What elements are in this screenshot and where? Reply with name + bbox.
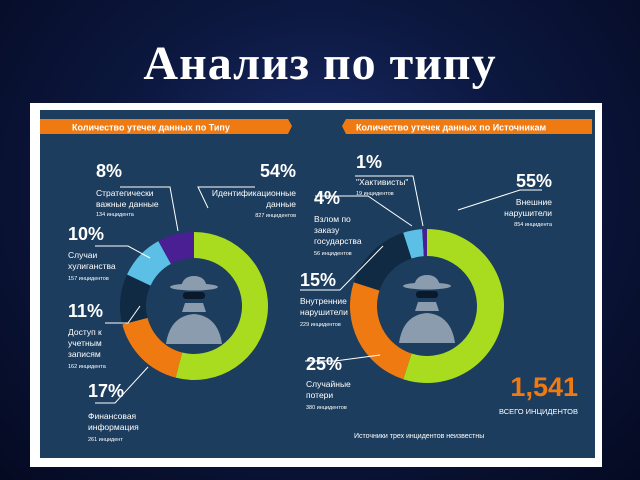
label-identification: 54% Идентификационные данные 827 инциден… [212,161,296,219]
label-hacktivists: 1% "Хактивисты" 19 инцидентов [356,152,408,197]
svg-text:государства: государства [314,236,362,246]
label-strategic: 8% Стратегически важные данные 134 инцид… [96,161,159,218]
label-hooligan: 10% Случаи хулиганства 157 инцидентов [68,224,116,282]
svg-text:информация: информация [88,422,139,432]
svg-text:15%: 15% [300,270,336,290]
svg-text:56 инцидентов: 56 инцидентов [314,251,352,257]
svg-text:Доступ к: Доступ к [68,327,102,337]
svg-text:1%: 1% [356,152,382,172]
svg-text:54%: 54% [260,161,296,181]
donut-left-segment-1 [122,317,183,378]
donut-left-segment-4 [158,232,194,264]
svg-text:8%: 8% [96,161,122,181]
label-accidental: 25% Случайные потери 380 инцидентов [306,354,351,411]
label-account: 11% Доступ к учетным записям 162 инциден… [68,301,107,370]
donut-left-segment-2 [120,274,151,325]
svg-text:Случайные: Случайные [306,379,351,389]
right-header-ribbon [342,119,592,134]
svg-text:нарушители: нарушители [504,208,552,218]
svg-text:заказу: заказу [314,225,340,235]
svg-text:229 инцидентов: 229 инцидентов [300,322,341,328]
svg-text:380 инцидентов: 380 инцидентов [306,405,347,411]
total-value: 1,541 [510,372,578,402]
svg-text:261 инцидент: 261 инцидент [88,437,123,443]
donut-right-segment-0 [403,229,504,383]
donut-left-segment-0 [175,232,269,380]
svg-text:Внешние: Внешние [516,197,552,207]
svg-text:"Хактивисты": "Хактивисты" [356,177,408,187]
label-external: 55% Внешние нарушители 854 инцидента [504,171,553,228]
label-state: 4% Взлом по заказу государства 56 инциде… [314,188,362,257]
donut-right [350,229,504,383]
svg-text:важные данные: важные данные [96,199,159,209]
svg-text:854 инцидента: 854 инцидента [514,222,553,228]
svg-text:157 инцидентов: 157 инцидентов [68,276,109,282]
svg-text:Финансовая: Финансовая [88,411,137,421]
total-label: ВСЕГО ИНЦИДЕНТОВ [499,407,578,416]
svg-text:134 инцидента: 134 инцидента [96,212,135,218]
svg-text:Идентификационные: Идентификационные [212,188,296,198]
svg-text:Стратегически: Стратегически [96,188,154,198]
slide-title: Анализ по типу [143,37,497,90]
spy-icon [399,275,455,343]
right-header: Количество утечек данных по Источникам [356,123,546,133]
svg-text:хулиганства: хулиганства [68,261,116,271]
svg-text:записям: записям [68,349,101,359]
donut-right-segment-3 [403,229,424,259]
donut-left [120,232,269,380]
svg-text:17%: 17% [88,381,124,401]
svg-text:потери: потери [306,390,333,400]
svg-text:55%: 55% [516,171,552,191]
left-header-ribbon [40,119,292,134]
svg-text:Взлом по: Взлом по [314,214,351,224]
left-header: Количество утечек данных по Типу [72,123,230,133]
svg-text:Случаи: Случаи [68,250,98,260]
svg-text:19 инцидентов: 19 инцидентов [356,191,394,197]
footnote: Источники трех инцидентов неизвестны [354,433,484,440]
donut-right-segment-1 [350,282,412,380]
spy-icon [166,276,222,344]
svg-text:учетным: учетным [68,338,102,348]
donut-right-segment-2 [353,232,412,291]
svg-text:10%: 10% [68,224,104,244]
svg-text:нарушители: нарушители [300,307,348,317]
label-internal: 15% Внутренние нарушители 229 инцидентов [300,270,348,328]
svg-text:4%: 4% [314,188,340,208]
svg-text:11%: 11% [68,301,103,321]
leader-lines [95,175,542,404]
donut-left-segment-3 [127,241,171,286]
svg-text:25%: 25% [306,354,342,374]
svg-text:данные: данные [266,199,296,209]
label-financial: 17% Финансовая информация 261 инцидент [88,381,139,443]
svg-text:162 инцидента: 162 инцидента [68,364,107,370]
svg-text:Внутренние: Внутренние [300,296,347,306]
svg-text:827 инцидентов: 827 инцидентов [255,213,296,219]
donut-right-segment-4 [422,229,427,257]
